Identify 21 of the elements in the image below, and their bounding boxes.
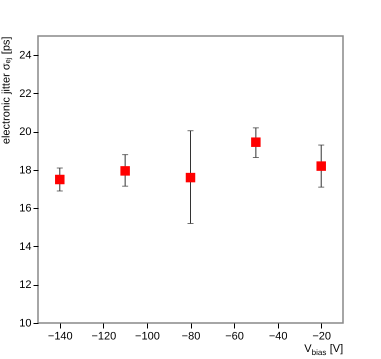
y-tick-label: 18 bbox=[19, 164, 32, 176]
point bbox=[316, 161, 326, 171]
y-tick-label: 22 bbox=[19, 88, 32, 100]
x-tick-label: −120 bbox=[91, 330, 116, 342]
y-axis-title: electronic jitter σₑⱼ [ps] bbox=[0, 36, 12, 144]
y-tick-label: 20 bbox=[19, 126, 32, 138]
y-tick-label: 16 bbox=[19, 202, 32, 215]
point bbox=[186, 172, 196, 182]
y-tick-label: 14 bbox=[19, 240, 32, 253]
y-tick-label: 12 bbox=[19, 279, 32, 292]
x-tick-label: −60 bbox=[225, 330, 244, 342]
point bbox=[120, 166, 130, 176]
x-tick-label: −80 bbox=[182, 330, 200, 342]
x-tick-label: −140 bbox=[48, 330, 73, 342]
y-tick-label: 10 bbox=[19, 318, 32, 330]
point bbox=[251, 137, 261, 147]
x-tick-label: −20 bbox=[312, 330, 332, 342]
point bbox=[55, 174, 65, 184]
x-tick-label: −40 bbox=[268, 330, 288, 342]
y-tick-label: 24 bbox=[19, 50, 32, 62]
x-tick-label: −100 bbox=[135, 330, 160, 342]
